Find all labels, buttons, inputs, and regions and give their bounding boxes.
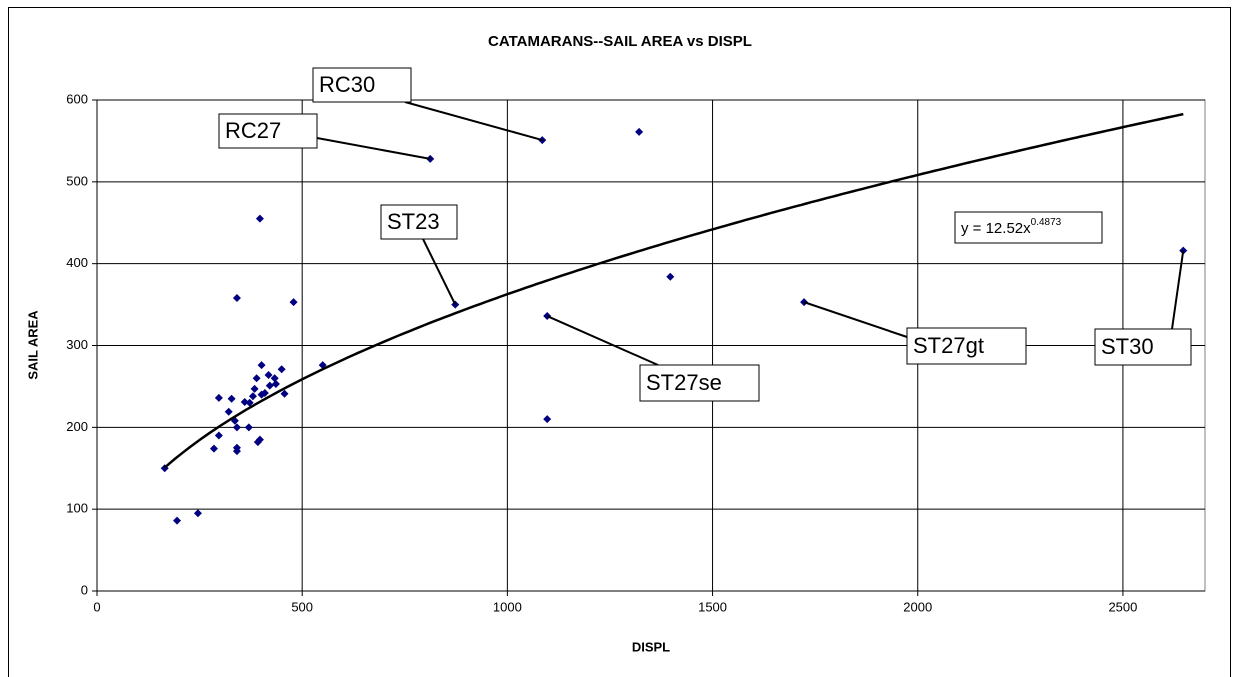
callout-line: [1171, 250, 1185, 330]
callout-box: [218, 113, 318, 149]
point: [240, 397, 249, 406]
trendline-equation: y = 12.52x0.4873: [961, 217, 1062, 237]
callout-box: [1094, 328, 1192, 366]
y-tick-label: 500: [66, 173, 88, 188]
point: [257, 361, 266, 370]
point: [244, 423, 253, 432]
point: [252, 374, 261, 383]
callout-label: RC30: [319, 72, 375, 97]
y-tick-label: 300: [66, 337, 88, 352]
x-axis-title: DISPL: [632, 639, 670, 654]
y-axis-title: SAIL AREA: [25, 310, 40, 380]
point: [543, 415, 552, 424]
callout-line: [316, 137, 431, 160]
y-tick-label: 600: [66, 91, 88, 106]
point: [271, 379, 280, 388]
point: [232, 294, 241, 303]
callout-label: RC27: [225, 118, 281, 143]
callout-box: [906, 327, 1027, 365]
callout-label: ST27se: [646, 370, 722, 395]
x-tick-label: 0: [93, 599, 100, 614]
point: [248, 392, 257, 401]
callout-label: ST23: [387, 209, 440, 234]
callout-line: [404, 101, 543, 142]
y-tick-label: 200: [66, 419, 88, 434]
x-tick-label: 2500: [1108, 599, 1137, 614]
y-tick-label: 0: [81, 582, 88, 597]
point: [265, 381, 274, 390]
trendline: [163, 112, 1184, 469]
point: [245, 398, 254, 407]
point: [289, 298, 298, 307]
point: [193, 509, 202, 518]
point: [224, 407, 233, 416]
callout-box: [380, 204, 458, 240]
callout-box: [639, 364, 760, 402]
point: [255, 214, 264, 223]
callout-label: ST27gt: [913, 333, 984, 358]
chart-title: CATAMARANS--SAIL AREA vs DISPL: [488, 33, 752, 50]
x-tick-label: 2000: [903, 599, 932, 614]
point: [232, 423, 241, 432]
point: [666, 272, 675, 281]
point: [227, 394, 236, 403]
point: [277, 365, 286, 374]
point: [270, 374, 279, 383]
equation-text: y = 12.52x: [961, 220, 1031, 237]
callout-label: ST30: [1101, 334, 1154, 359]
callout-box: [312, 67, 412, 103]
point: [280, 389, 289, 398]
point: [264, 370, 273, 379]
callout-line: [803, 301, 911, 339]
point: [209, 444, 218, 453]
callout-line: [546, 315, 659, 366]
point: [250, 384, 259, 393]
equation-box: [954, 211, 1103, 244]
equation-exponent: 0.4873: [1031, 217, 1062, 228]
point: [260, 388, 269, 397]
callout-line: [422, 238, 457, 306]
x-tick-label: 1000: [493, 599, 522, 614]
point: [214, 393, 223, 402]
point: [635, 127, 644, 136]
point: [173, 516, 182, 525]
x-tick-label: 500: [291, 599, 313, 614]
point: [232, 447, 241, 456]
point: [255, 435, 264, 444]
x-tick-label: 1500: [698, 599, 727, 614]
y-tick-label: 100: [66, 501, 88, 516]
point: [214, 431, 223, 440]
y-tick-label: 400: [66, 255, 88, 270]
